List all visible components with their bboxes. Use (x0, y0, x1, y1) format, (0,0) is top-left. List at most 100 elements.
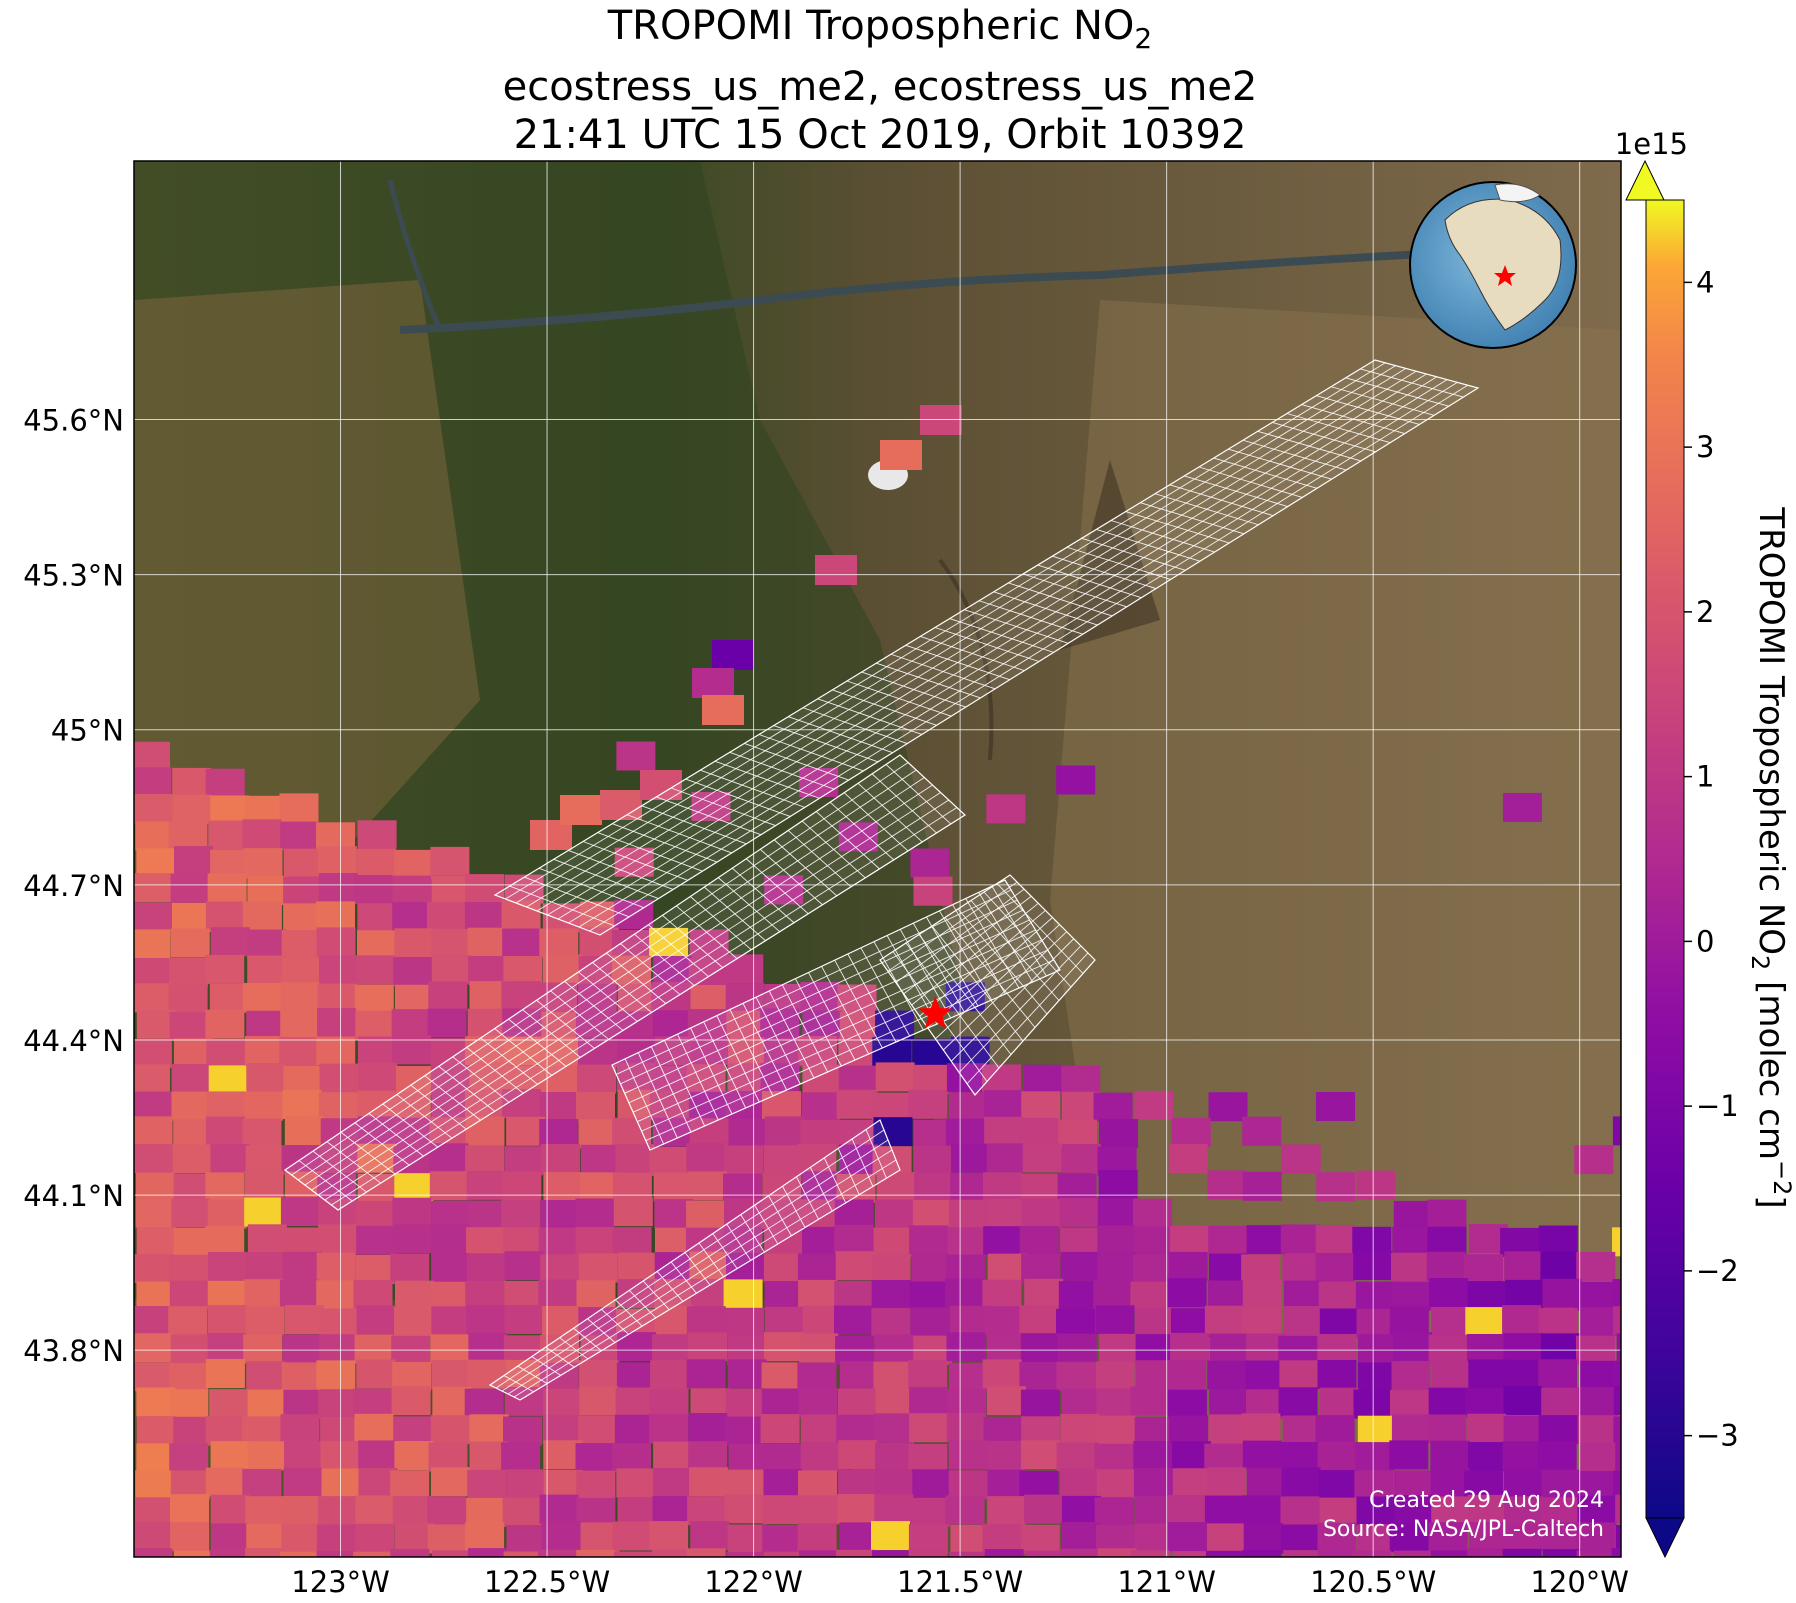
no2-pixel (580, 1172, 620, 1202)
no2-pixel (1615, 1524, 1621, 1554)
no2-pixel (358, 1062, 398, 1092)
no2-pixel (506, 1116, 546, 1146)
no2-pixel (1502, 1441, 1542, 1471)
no2-pixel (798, 1388, 838, 1418)
no2-pixel (727, 1359, 767, 1389)
no2-pixel (764, 1281, 804, 1310)
no2-pixel (1061, 1495, 1101, 1525)
footprint-line (958, 945, 1082, 1073)
footprint-line (978, 892, 1034, 983)
no2-pixel (689, 1467, 729, 1497)
no2-pixel (763, 1253, 803, 1283)
no2-pixel (1467, 1413, 1507, 1443)
no2-pixel (169, 1011, 209, 1041)
no2-pixel (246, 1523, 286, 1553)
footprint-line (860, 947, 911, 1037)
no2-pixel (1429, 1278, 1469, 1308)
no2-pixel (982, 1064, 1021, 1094)
colorbar-tick-label: 3 (1696, 430, 1714, 464)
no2-pixel (1207, 1467, 1247, 1497)
no2-pixel (206, 1038, 246, 1068)
no2-pixel (134, 1091, 173, 1121)
no2-pixel (765, 1306, 804, 1336)
no2-pixel (1022, 1143, 1062, 1173)
no2-pixel (1615, 1441, 1621, 1471)
no2-pixel (1426, 1251, 1466, 1281)
no2-pixel (357, 1173, 397, 1203)
no2-pixel (205, 1116, 245, 1146)
no2-pixel (1020, 1333, 1060, 1363)
no2-pixel (1576, 1550, 1616, 1557)
no2-pixel (688, 1413, 728, 1442)
no2-pixel (1612, 1362, 1621, 1391)
no2-pixel (1169, 1415, 1209, 1445)
footprint-line (834, 959, 883, 1049)
no2-pixel (686, 1200, 726, 1230)
no2-pixel (319, 955, 358, 985)
no2-pixel (134, 1254, 172, 1283)
no2-pixel (575, 1198, 615, 1228)
no2-pixel (1393, 1470, 1433, 1500)
no2-pixel (284, 1116, 324, 1146)
footprint-line (536, 370, 1417, 912)
no2-pixel (909, 1281, 949, 1311)
no2-pixel (764, 1116, 804, 1146)
no2-pixel (1391, 1414, 1431, 1444)
no2-pixel (281, 1362, 321, 1392)
no2-pixel (1504, 1359, 1544, 1389)
footprint-line (703, 1021, 747, 1109)
no2-pixel (1282, 1253, 1322, 1283)
no2-pixel (911, 1254, 951, 1284)
no2-pixel (1538, 1359, 1578, 1389)
no2-pixel (728, 1443, 768, 1473)
no2-pixel (1021, 1091, 1061, 1121)
no2-pixel (1056, 1361, 1096, 1391)
no2-pixel (612, 1172, 652, 1202)
no2-pixel (578, 1038, 617, 1068)
no2-pixel (431, 1467, 470, 1497)
no2-pixel (1357, 1415, 1397, 1445)
no2-pixel (763, 1469, 803, 1498)
no2-pixel (279, 1227, 319, 1257)
no2-pixel (540, 1254, 580, 1284)
no2-pixel (355, 1200, 395, 1230)
no2-pixel (1318, 1281, 1358, 1311)
no2-pixel (686, 1359, 726, 1389)
no2-pixel (946, 1332, 986, 1362)
no2-pixel (356, 1359, 396, 1389)
no2-pixel (279, 1279, 319, 1309)
no2-pixel (873, 1117, 913, 1147)
no2-pixel (502, 928, 542, 958)
no2-pixel (908, 1360, 948, 1390)
no2-pixel (1023, 1064, 1063, 1094)
footprint-line (939, 910, 993, 1001)
footprint-line (851, 1138, 874, 1187)
no2-pixel (986, 794, 1026, 824)
no2-pixel (280, 1414, 320, 1444)
no2-pixel (1242, 1171, 1282, 1201)
no2-pixel (1062, 1143, 1101, 1173)
no2-pixel (171, 1064, 211, 1094)
no2-pixel (690, 1521, 730, 1551)
no2-pixel (800, 1414, 840, 1444)
no2-pixel (580, 1144, 620, 1174)
no2-pixel (1020, 1524, 1060, 1554)
no2-pixel (871, 1254, 911, 1284)
no2-pixel (650, 1360, 690, 1390)
no2-pixel (576, 1549, 616, 1557)
no2-pixel (1024, 1278, 1064, 1308)
no2-pixel (134, 741, 170, 771)
no2-pixel (578, 1415, 617, 1445)
no2-pixel (1611, 1548, 1621, 1557)
no2-pixel (690, 1279, 730, 1308)
no2-pixel (393, 1146, 433, 1176)
no2-pixel (1467, 1494, 1507, 1524)
no2-pixel (316, 1524, 356, 1554)
footprint-line (768, 990, 815, 1079)
no2-pixel (986, 1143, 1026, 1173)
no2-pixel (1613, 1470, 1621, 1500)
no2-pixel (169, 1363, 209, 1392)
no2-pixel (798, 1470, 837, 1500)
no2-pixel (243, 1091, 283, 1121)
no2-pixel (1209, 1333, 1249, 1363)
